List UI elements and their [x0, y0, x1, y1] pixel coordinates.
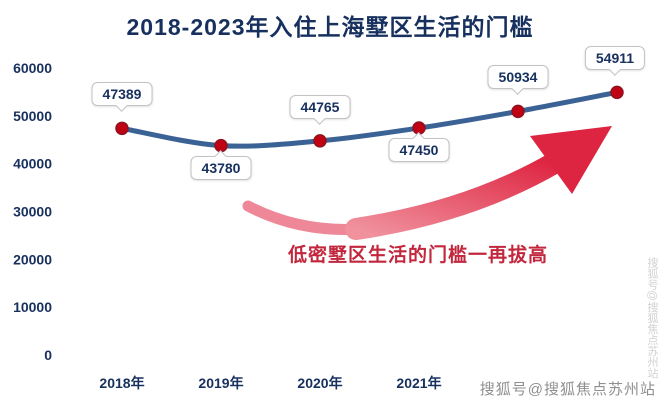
data-label-callout: 47450 [388, 138, 450, 163]
data-point [610, 85, 624, 100]
data-label-callout: 54911 [584, 46, 646, 71]
x-tick-label: 2019年 [198, 375, 243, 391]
data-label-callout: 43780 [190, 155, 252, 180]
x-tick-label: 2020年 [297, 375, 342, 391]
annotation-text: 低密墅区生活的门槛一再拔高 [288, 245, 549, 266]
trend-arrow-head [530, 126, 612, 194]
data-point [115, 121, 129, 136]
trend-arrow-body [345, 151, 567, 240]
y-tick-label: 40000 [13, 156, 52, 172]
y-tick-label: 0 [44, 347, 52, 363]
data-label-callout: 50934 [487, 65, 549, 90]
data-point [511, 104, 525, 119]
x-tick-label: 2021年 [396, 375, 441, 391]
trend-arrow-tail [242, 200, 368, 235]
y-tick-label: 20000 [13, 251, 52, 267]
y-tick-label: 50000 [13, 108, 52, 124]
trend-line [119, 89, 620, 149]
y-tick-label: 60000 [13, 60, 52, 76]
watermark-vertical: 搜狐号@搜狐焦点苏州站 [646, 256, 658, 378]
data-point [313, 134, 327, 148]
watermark: 搜狐号@搜狐焦点苏州站 [479, 381, 656, 398]
data-label-callout: 44765 [289, 94, 351, 119]
data-label-callout: 47389 [91, 82, 153, 107]
x-tick-label: 2018年 [99, 375, 144, 391]
y-tick-label: 30000 [13, 204, 52, 220]
y-tick-label: 10000 [13, 299, 52, 315]
chart-title: 2018-2023年入住上海墅区生活的门槛 [126, 14, 534, 40]
